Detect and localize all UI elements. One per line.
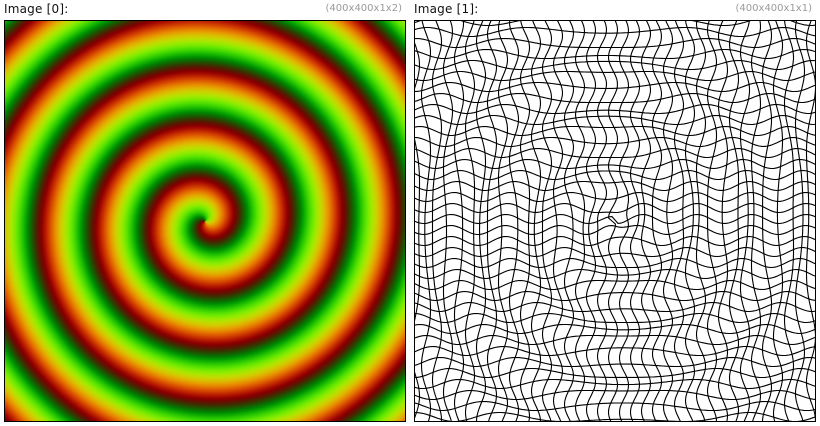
- grid-line: [552, 21, 564, 421]
- grid-line: [420, 21, 432, 421]
- grid-line: [415, 42, 421, 419]
- grid-line: [805, 21, 815, 421]
- grid-line: [415, 367, 815, 379]
- image-dimensions-0: (400x400x1x2): [325, 3, 402, 14]
- grid-line: [739, 21, 751, 421]
- image-panel-1: Image [1]: (400x400x1x1): [410, 0, 816, 426]
- grid-line: [415, 70, 815, 82]
- grid-line: [607, 21, 619, 421]
- grid-line: [415, 180, 815, 192]
- grid-line: [475, 21, 487, 421]
- grid-line: [574, 21, 586, 421]
- grid-line: [415, 202, 815, 214]
- grid-line: [415, 81, 815, 93]
- grid-line: [415, 235, 815, 247]
- grid-line: [415, 147, 815, 159]
- concentric-color-rings-image: [5, 21, 405, 421]
- grid-line: [442, 21, 454, 421]
- grid-line: [783, 21, 795, 421]
- image-title-1: Image [1]:: [414, 2, 479, 16]
- image-title-0: Image [0]:: [4, 2, 69, 16]
- grid-line: [415, 323, 815, 335]
- grid-line: [563, 21, 575, 421]
- grid-line: [415, 356, 815, 368]
- image-dimensions-1: (400x400x1x1): [735, 3, 812, 14]
- image-panel-0: Image [0]: (400x400x1x2): [0, 0, 406, 426]
- grid-line: [717, 21, 729, 421]
- grid-line: [662, 21, 674, 421]
- grid-line: [464, 21, 476, 421]
- grid-line: [415, 59, 815, 71]
- grid-line: [415, 125, 815, 137]
- grid-line: [415, 290, 815, 302]
- grid-line: [761, 21, 773, 421]
- grid-line: [750, 21, 762, 421]
- grid-line: [530, 21, 542, 421]
- grid-line: [415, 92, 815, 104]
- grid-line: [415, 114, 815, 126]
- grid-line: [415, 400, 815, 412]
- grid-line: [415, 213, 815, 225]
- grid-line: [415, 257, 815, 269]
- image-header-0: Image [0]: (400x400x1x2): [4, 2, 402, 18]
- grid-line: [695, 21, 707, 421]
- grid-line: [415, 103, 815, 115]
- image-display-0[interactable]: [4, 20, 406, 422]
- grid-line: [415, 48, 815, 60]
- grid-line: [415, 21, 815, 27]
- grid-line: [508, 21, 520, 421]
- grid-line: [415, 191, 815, 203]
- grid-line: [706, 21, 718, 421]
- grid-line: [415, 158, 815, 170]
- grid-line: [673, 21, 685, 421]
- grid-line: [415, 389, 815, 401]
- grid-line: [415, 345, 815, 357]
- grid-line: [415, 136, 815, 148]
- grid-line: [519, 21, 531, 421]
- grid-line: [684, 21, 696, 421]
- grid-line: [728, 21, 740, 421]
- grid-line: [794, 21, 806, 421]
- grid-line: [640, 21, 652, 421]
- grid-line: [629, 21, 641, 421]
- grid-line: [618, 21, 630, 421]
- grid-line: [415, 378, 815, 390]
- grid-line: [415, 268, 815, 280]
- grid-line: [415, 169, 815, 181]
- grid-line: [415, 411, 815, 421]
- image-header-1: Image [1]: (400x400x1x1): [414, 2, 812, 18]
- grid-line: [651, 21, 663, 421]
- image-display-1[interactable]: [414, 20, 816, 422]
- grid-line: [772, 21, 784, 421]
- grid-line: [415, 312, 815, 324]
- warped-grid-image: [415, 21, 815, 421]
- grid-line: [415, 334, 815, 346]
- grid-line: [415, 246, 815, 258]
- grid-line: [415, 279, 815, 291]
- grid-line: [497, 21, 509, 421]
- grid-line: [415, 224, 815, 236]
- grid-line: [415, 301, 815, 313]
- grid-line: [415, 37, 815, 49]
- grid-line: [415, 26, 815, 38]
- grid-line: [585, 21, 597, 421]
